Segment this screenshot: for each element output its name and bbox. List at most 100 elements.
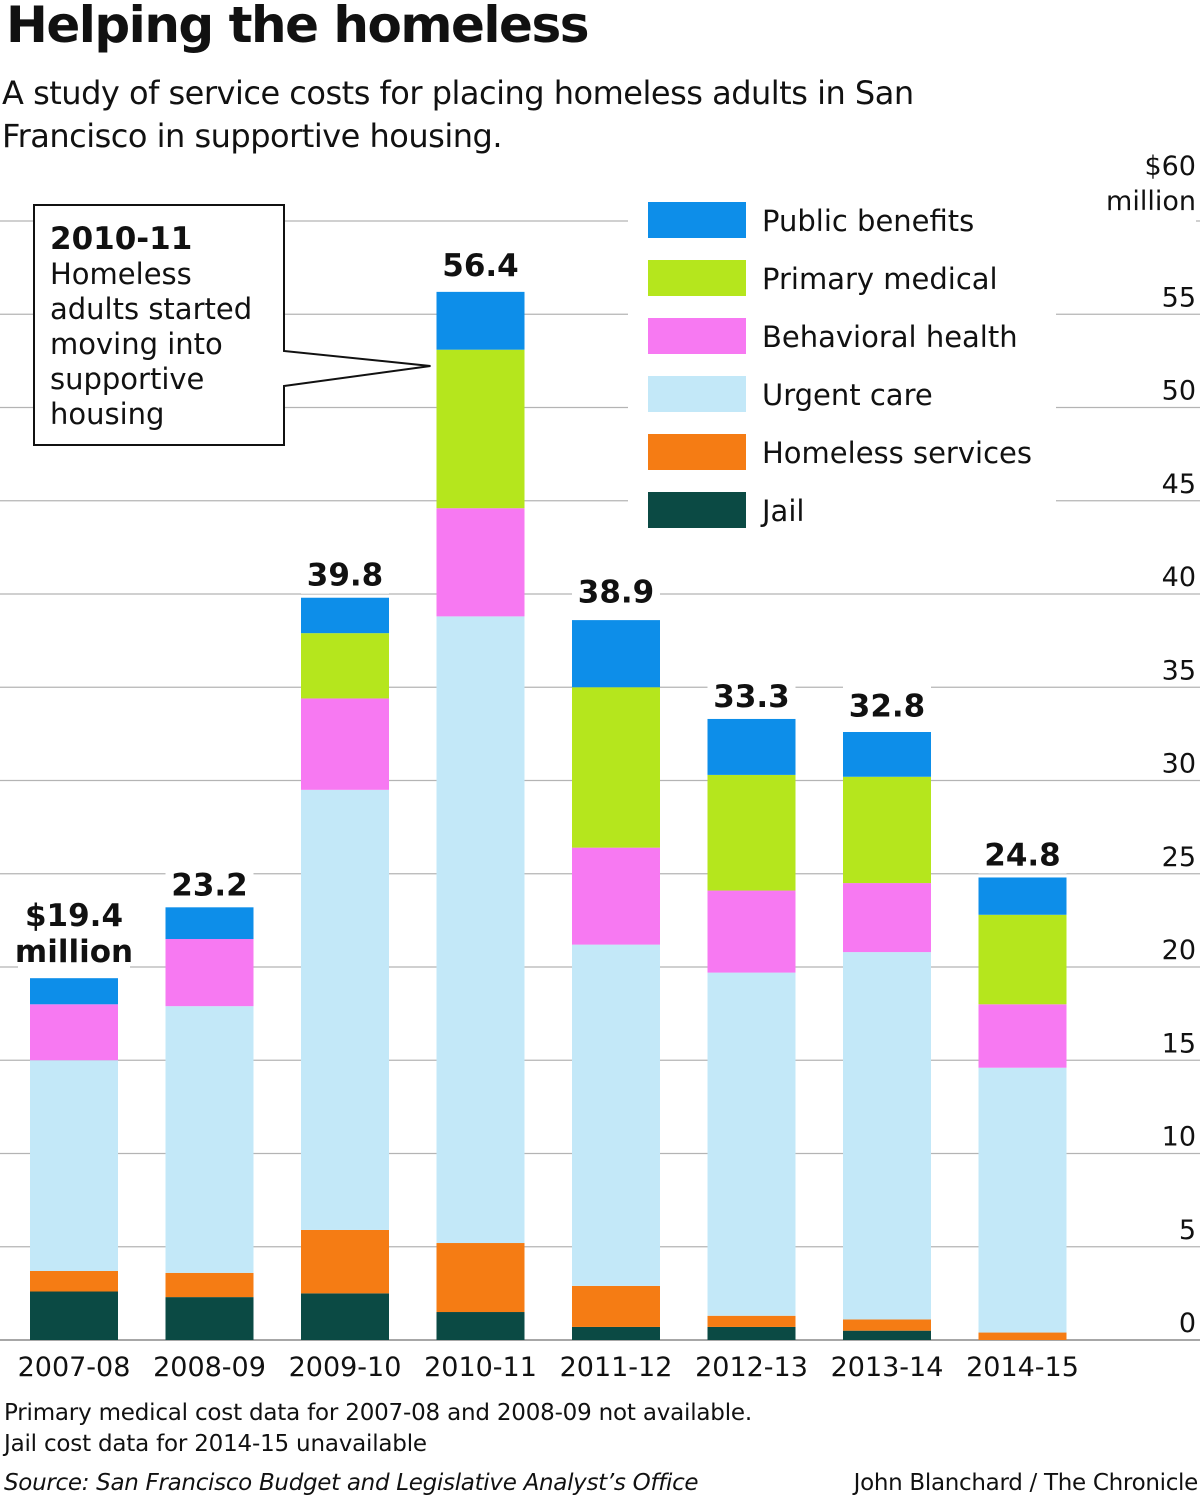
x-tick-label: 2007-08 (18, 1352, 131, 1383)
footnotes: Primary medical cost data for 2007-08 an… (4, 1398, 752, 1460)
callout-line: housing (50, 397, 164, 431)
footnote: Primary medical cost data for 2007-08 an… (4, 1400, 752, 1426)
legend-swatch (648, 492, 746, 528)
bar-segment (978, 1004, 1067, 1068)
bar-segment (707, 1315, 796, 1327)
bar-segment (165, 907, 254, 940)
legend-swatch (648, 434, 746, 470)
label-background (572, 572, 660, 611)
bar-segment (301, 698, 389, 790)
total-label: 56.4 (442, 248, 519, 284)
bar-segment (843, 1330, 931, 1340)
bar-segment (843, 952, 931, 1320)
axis-top-label-background (1056, 140, 1196, 224)
bar-segment (843, 732, 931, 777)
y-tick-label: 20 (1162, 935, 1196, 966)
x-tick-label: 2009-10 (289, 1352, 402, 1383)
x-tick-label: 2013-14 (831, 1352, 944, 1383)
y-tick-label: $60 (1144, 151, 1196, 182)
label-background (18, 892, 130, 975)
y-tick-label: 0 (1179, 1308, 1196, 1339)
bar-segment (978, 1332, 1067, 1340)
bar-segment (30, 1060, 118, 1271)
y-tick-label: 45 (1162, 469, 1196, 500)
bar-segment (165, 1006, 254, 1273)
label-background (707, 676, 796, 715)
credit-line: John Blanchard / The Chronicle (853, 1470, 1199, 1496)
legend-swatch (648, 202, 746, 238)
total-label: 33.3 (713, 679, 790, 715)
bar-segment (572, 1326, 660, 1340)
legend-label: Jail (760, 494, 804, 528)
bar-segment (978, 877, 1067, 915)
bar-segment (30, 978, 118, 1005)
bar-segment (707, 972, 796, 1316)
legend-label: Public benefits (762, 204, 974, 238)
legend-swatch (648, 318, 746, 354)
bar-segment (436, 508, 525, 617)
bar-segment (165, 1297, 254, 1340)
y-tick-label: 5 (1179, 1215, 1196, 1246)
bar-segment (301, 597, 389, 634)
label-background (978, 835, 1067, 874)
legend: Public benefits Primary medical Behavioral… (648, 202, 1032, 528)
total-label: 39.8 (307, 558, 384, 594)
bars (30, 291, 1067, 1340)
y-tick-label: 50 (1162, 376, 1196, 407)
legend-label: Primary medical (762, 262, 998, 296)
bar-segment (978, 1067, 1067, 1333)
total-label: 23.2 (171, 867, 248, 903)
callout-line: Homeless (50, 257, 192, 291)
bar-segment (30, 1291, 118, 1340)
legend-label: Urgent care (762, 378, 933, 412)
y-tick-label: 40 (1162, 562, 1196, 593)
bar-segment (978, 914, 1067, 1005)
bar-segment (843, 883, 931, 953)
y-tick-label: 35 (1162, 655, 1196, 686)
y-tick-label: 10 (1162, 1122, 1196, 1153)
bar-segment (301, 633, 389, 699)
total-label: $19.4 (25, 898, 123, 934)
legend-swatch (648, 260, 746, 296)
legend-swatch (648, 376, 746, 412)
callout-box (33, 204, 431, 446)
legend-label: Behavioral health (762, 320, 1018, 354)
bar-segment (572, 944, 660, 1286)
bar-segment (572, 687, 660, 848)
bar-segment (301, 1229, 389, 1294)
chart-title: Helping the homeless (6, 0, 589, 54)
bar-segment (301, 1293, 389, 1340)
x-tick-label: 2014-15 (966, 1352, 1079, 1383)
bar-segment (707, 890, 796, 973)
bar-segment (436, 1243, 525, 1313)
y-tick-label: 15 (1162, 1028, 1196, 1059)
callout-line: supportive (50, 362, 204, 396)
bar-segment (165, 939, 254, 1007)
bar-segment (572, 847, 660, 945)
bar-segment (843, 776, 931, 884)
legend-label: Homeless services (762, 436, 1032, 470)
callout-line: adults started (50, 292, 252, 326)
x-tick-label: 2008-09 (153, 1352, 266, 1383)
bar-segment (301, 789, 389, 1230)
y-tick-label: 55 (1162, 282, 1196, 313)
bar-segment (707, 718, 796, 775)
y-tick-label: 25 (1162, 842, 1196, 873)
chart-subtitle: A study of service costs for placing hom… (2, 74, 914, 155)
x-tick-label: 2011-12 (560, 1352, 673, 1383)
bar-segment (436, 349, 525, 509)
label-background (301, 555, 389, 594)
total-label: 24.8 (984, 837, 1061, 873)
source-line: Source: San Francisco Budget and Legisla… (4, 1470, 699, 1496)
label-background (436, 246, 525, 285)
bar-segment (707, 1326, 796, 1340)
bar-segment (572, 1285, 660, 1327)
bar-segment (30, 1270, 118, 1292)
bar-segment (30, 1004, 118, 1061)
x-tick-label: 2012-13 (695, 1352, 808, 1383)
footnote: Jail cost data for 2014-15 unavailable (4, 1431, 427, 1457)
bar-segment (436, 291, 525, 350)
x-tick-label: 2010-11 (424, 1352, 537, 1383)
